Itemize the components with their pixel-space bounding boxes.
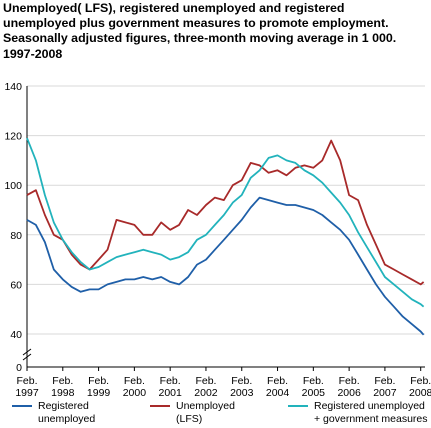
x-tick-label: Feb.	[124, 375, 145, 387]
x-tick-label: Feb.	[410, 375, 431, 387]
y-tick-label: 40	[10, 329, 22, 341]
x-tick-label: 2006	[337, 387, 361, 399]
axis-break-mark	[22, 353, 32, 361]
x-tick-label: 2007	[373, 387, 397, 399]
x-axis-ticks: Feb.1997Feb.1998Feb.1999Feb.2000Feb.2001…	[15, 367, 431, 399]
gridlines	[27, 85, 425, 335]
x-tick-label: 2008	[409, 387, 431, 399]
x-tick-label: 2002	[194, 387, 218, 399]
x-tick-label: Feb.	[160, 375, 181, 387]
y-axis-ticks: 0 40 60 80 100 120 140	[4, 81, 22, 374]
x-tick-label: 1999	[87, 387, 111, 399]
chart-title-line: unemployed plus government measures to p…	[3, 16, 389, 31]
x-tick-label: 2000	[123, 387, 147, 399]
x-tick-label: Feb.	[339, 375, 360, 387]
series-line-1	[26, 196, 425, 336]
y-tick-label: 0	[16, 362, 22, 374]
x-tick-label: Feb.	[303, 375, 324, 387]
chart-title: Unemployed( LFS), registered unemployed …	[3, 1, 429, 62]
chart-title-line: Seasonally adjusted figures, three-month…	[3, 31, 397, 46]
x-tick-label: 1997	[15, 387, 39, 399]
legend-label: (LFS)	[176, 413, 202, 425]
chart-title-line: Unemployed( LFS), registered unemployed …	[3, 1, 345, 15]
series-line-2	[26, 139, 425, 286]
y-tick-label: 140	[4, 81, 22, 93]
x-tick-label: 2001	[158, 387, 182, 399]
y-tick-label: 80	[10, 230, 22, 242]
x-tick-label: Feb.	[374, 375, 395, 387]
y-tick-label: 60	[10, 279, 22, 291]
chart-title-line: 1997-2008	[3, 46, 63, 61]
y-tick-label: 120	[4, 131, 22, 143]
x-tick-label: 2005	[302, 387, 326, 399]
legend-label: Unemployed	[176, 400, 235, 412]
x-tick-label: 2004	[266, 387, 290, 399]
legend-label: Registered	[38, 400, 89, 412]
axes	[22, 86, 425, 368]
x-tick-label: 2003	[230, 387, 254, 399]
x-tick-label: Feb.	[52, 375, 73, 387]
legend-label: unemployed	[38, 413, 95, 425]
axis-break-mark	[22, 348, 32, 356]
series-line-3	[26, 137, 425, 308]
legend-label: + government measures	[314, 413, 428, 425]
x-tick-label: Feb.	[16, 375, 37, 387]
legend-label: Registered unemployed	[314, 400, 425, 412]
x-tick-label: Feb.	[231, 375, 252, 387]
x-tick-label: Feb.	[88, 375, 109, 387]
y-tick-label: 100	[4, 180, 22, 192]
x-tick-label: Feb.	[267, 375, 288, 387]
x-tick-label: 1998	[51, 387, 75, 399]
x-tick-label: Feb.	[195, 375, 216, 387]
series-lines	[26, 137, 425, 336]
